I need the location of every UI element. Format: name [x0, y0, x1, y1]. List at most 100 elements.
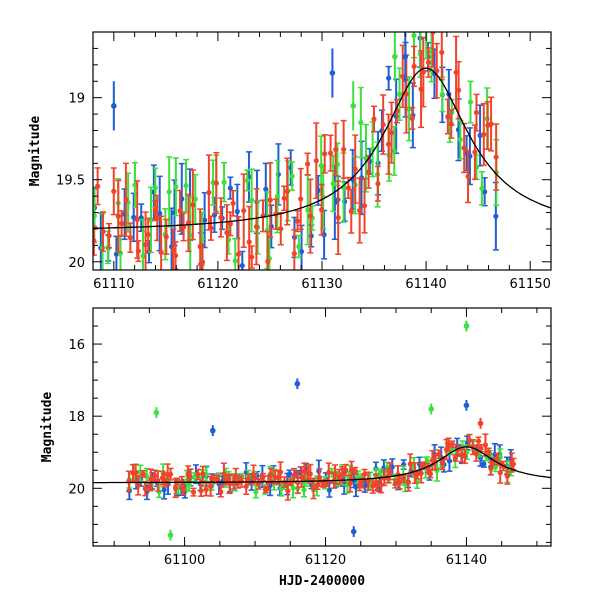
red-point	[224, 477, 230, 483]
red-point	[446, 441, 452, 448]
red-point	[475, 438, 482, 444]
red-point	[375, 181, 381, 187]
top-ylabel: Magnitude	[28, 116, 43, 187]
red-point	[145, 232, 151, 238]
green-point	[289, 173, 295, 179]
red-point	[198, 488, 204, 494]
red-point	[357, 207, 363, 214]
red-point	[142, 486, 148, 492]
red-point	[411, 63, 417, 69]
red-point	[452, 455, 458, 461]
red-point	[326, 469, 332, 476]
red-point	[361, 471, 368, 478]
outlier-point	[477, 420, 484, 427]
green-point	[424, 27, 429, 32]
red-point	[359, 480, 365, 486]
red-point	[135, 248, 142, 254]
outlier-point	[294, 380, 301, 387]
bottom-xlabel: HJD-2400000	[279, 574, 365, 589]
red-point	[163, 234, 169, 240]
red-point	[322, 151, 328, 157]
outlier-point	[402, 53, 409, 60]
green-point	[396, 91, 403, 97]
outlier-point	[392, 53, 398, 60]
red-point	[172, 252, 179, 259]
red-point	[172, 485, 179, 491]
bottom-data-marks	[93, 320, 551, 541]
bottom-ylabel: Magnitude	[40, 392, 55, 463]
green-point	[391, 148, 397, 154]
outlier-point	[463, 402, 470, 409]
green-point	[221, 179, 227, 185]
red-point	[409, 115, 415, 121]
y-tick-label: 20	[68, 482, 85, 497]
green-point	[244, 177, 250, 184]
red-point	[365, 478, 371, 484]
red-point	[199, 259, 206, 265]
red-point	[127, 235, 133, 241]
x-tick-label: 61120	[305, 553, 346, 568]
red-point	[291, 250, 297, 257]
red-point	[265, 258, 271, 265]
red-point	[462, 453, 468, 459]
red-point	[439, 49, 445, 55]
red-point	[253, 224, 260, 230]
red-point	[348, 208, 354, 214]
red-point	[436, 451, 442, 457]
outlier-point	[428, 406, 435, 412]
red-point	[111, 188, 117, 194]
green-point	[166, 189, 172, 195]
red-point	[180, 487, 186, 493]
red-point	[405, 479, 411, 485]
green-point	[186, 482, 192, 488]
red-point	[195, 471, 201, 478]
red-point	[327, 150, 334, 156]
outlier-point	[463, 323, 470, 329]
red-point	[174, 478, 180, 485]
red-point	[400, 73, 406, 79]
green-point	[253, 489, 259, 495]
green-point	[173, 184, 179, 190]
x-tick-label: 61100	[164, 553, 205, 568]
red-point	[106, 233, 112, 239]
red-point	[255, 481, 262, 487]
x-tick-label: 61150	[510, 277, 551, 292]
red-point	[427, 471, 434, 477]
red-point	[385, 141, 392, 147]
red-point	[335, 215, 341, 221]
green-point	[479, 185, 485, 191]
red-point	[387, 468, 393, 474]
bottom-axis-ticks: 61100 61120 61140 16 18 20	[68, 307, 551, 568]
green-point	[93, 213, 97, 219]
x-tick-label: 61110	[93, 277, 134, 292]
red-point	[190, 489, 197, 495]
blue-point	[161, 487, 167, 493]
red-point	[235, 251, 242, 257]
red-point	[497, 470, 503, 476]
red-point	[119, 220, 125, 227]
red-point	[352, 166, 358, 172]
green-point	[358, 119, 364, 126]
red-point	[332, 471, 338, 477]
red-point	[140, 471, 146, 477]
outlier-point	[350, 528, 357, 535]
red-point	[214, 476, 220, 482]
red-point	[294, 218, 301, 224]
red-point	[284, 188, 290, 195]
x-tick-label: 61120	[197, 277, 238, 292]
red-point	[370, 483, 376, 489]
model-curve	[93, 67, 551, 229]
blue-point	[386, 75, 392, 81]
red-point	[307, 471, 313, 477]
red-point	[161, 477, 168, 483]
red-point	[95, 183, 101, 189]
green-point	[249, 197, 255, 203]
red-point	[488, 465, 494, 472]
red-point	[473, 451, 479, 457]
red-point	[227, 221, 233, 227]
green-point	[492, 464, 499, 470]
green-point	[467, 99, 474, 105]
red-point	[249, 254, 255, 260]
outlier-point	[167, 532, 174, 538]
